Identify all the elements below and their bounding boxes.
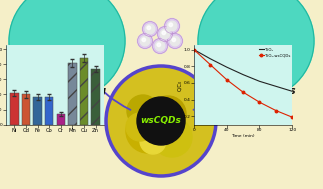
Circle shape: [168, 33, 182, 49]
Circle shape: [126, 113, 154, 141]
Circle shape: [142, 38, 146, 42]
Circle shape: [155, 41, 165, 51]
TiO₂-wsCQDs: [192, 48, 196, 51]
Circle shape: [126, 109, 170, 153]
Circle shape: [152, 117, 192, 157]
Circle shape: [151, 110, 173, 132]
TiO₂-wsCQDs: [290, 116, 294, 118]
Circle shape: [167, 21, 177, 31]
TiO₂-wsCQDs: [274, 109, 278, 112]
Circle shape: [170, 36, 180, 46]
Circle shape: [164, 19, 180, 33]
Circle shape: [162, 31, 166, 35]
Bar: [80, 58, 88, 125]
Circle shape: [147, 26, 151, 30]
Bar: [228, 112, 257, 124]
Bar: [34, 97, 42, 125]
TiO₂-wsCQDs: [257, 101, 261, 103]
Bar: [57, 114, 65, 125]
Circle shape: [127, 95, 159, 127]
Legend: TiO₂, TiO₂-wsCQDs: TiO₂, TiO₂-wsCQDs: [259, 47, 290, 58]
Circle shape: [198, 0, 314, 99]
TiO₂: [290, 90, 294, 92]
Text: Metal Sensing: Metal Sensing: [28, 86, 106, 96]
Ellipse shape: [253, 114, 259, 124]
Circle shape: [157, 43, 161, 47]
Bar: [10, 93, 19, 125]
Circle shape: [142, 22, 158, 36]
TiO₂: [192, 48, 196, 51]
Line: TiO₂: TiO₂: [194, 50, 292, 91]
TiO₂: [241, 74, 245, 76]
TiO₂: [225, 66, 229, 68]
Circle shape: [140, 128, 166, 154]
TiO₂-wsCQDs: [208, 64, 212, 66]
Text: TiO₂-wsCQDs: TiO₂-wsCQDs: [227, 103, 259, 108]
Bar: [91, 69, 100, 125]
TiO₂: [274, 85, 278, 88]
Circle shape: [160, 29, 170, 39]
Text: wsCQDs: wsCQDs: [141, 116, 182, 125]
Circle shape: [150, 96, 186, 132]
TiO₂: [257, 80, 261, 82]
Circle shape: [138, 33, 152, 49]
TiO₂-wsCQDs: [241, 91, 245, 93]
Text: Photocatalysis: Photocatalysis: [216, 86, 296, 96]
Circle shape: [9, 0, 125, 99]
Circle shape: [152, 39, 168, 53]
Circle shape: [145, 24, 155, 34]
Line: TiO₂-wsCQDs: TiO₂-wsCQDs: [193, 48, 294, 119]
Circle shape: [158, 26, 172, 42]
Circle shape: [172, 38, 176, 42]
Bar: [68, 63, 77, 125]
TiO₂-wsCQDs: [225, 78, 229, 81]
Ellipse shape: [226, 113, 234, 123]
Circle shape: [106, 66, 216, 176]
Circle shape: [137, 97, 185, 145]
Circle shape: [169, 23, 172, 27]
Circle shape: [140, 36, 150, 46]
Bar: [45, 97, 53, 125]
X-axis label: Time (min): Time (min): [231, 134, 255, 138]
Bar: [22, 94, 30, 125]
Circle shape: [165, 111, 185, 131]
Y-axis label: C/C₀: C/C₀: [177, 80, 182, 91]
TiO₂: [208, 58, 212, 60]
